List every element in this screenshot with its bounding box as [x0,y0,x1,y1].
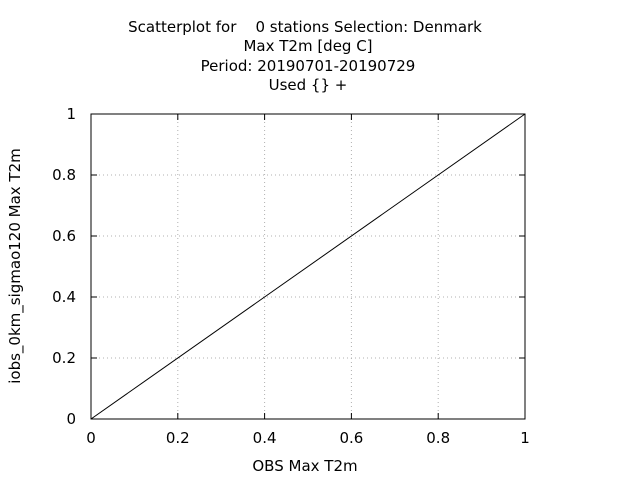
title-line-2: Max T2m [deg C] [243,37,372,55]
x-tick-label: 0.6 [339,429,363,447]
title-line-3: Period: 20190701-20190729 [201,57,416,75]
y-tick-label: 0.6 [52,227,76,245]
x-tick-label: 0.4 [253,429,277,447]
x-tick-label: 1 [520,429,530,447]
x-axis-label: OBS Max T2m [252,457,357,475]
y-tick-label: 0 [66,410,76,428]
y-tick-label: 0.2 [52,349,76,367]
series-line [90,113,526,420]
title-line-1: Scatterplot for 0 stations Selection: De… [128,18,482,36]
x-tick-label: 0 [86,429,96,447]
x-tick-label: 0.2 [166,429,190,447]
x-tick-label: 0.8 [426,429,450,447]
y-tick-label: 0.4 [52,288,76,306]
gridlines [91,114,525,419]
x-tick-labels: 0 0.2 0.4 0.6 0.8 1 [86,429,530,447]
y-axis-label: iobs_0km_sigmao120 Max T2m [6,148,25,384]
chart-title: Scatterplot for 0 stations Selection: De… [128,18,482,94]
y-tick-label: 0.8 [52,166,76,184]
y-tick-labels: 0 0.2 0.4 0.6 0.8 1 [52,105,76,428]
plot-frame [90,113,526,420]
y-tick-label: 1 [66,105,76,123]
title-line-4: Used {} + [269,76,348,94]
series-layer [90,113,526,420]
